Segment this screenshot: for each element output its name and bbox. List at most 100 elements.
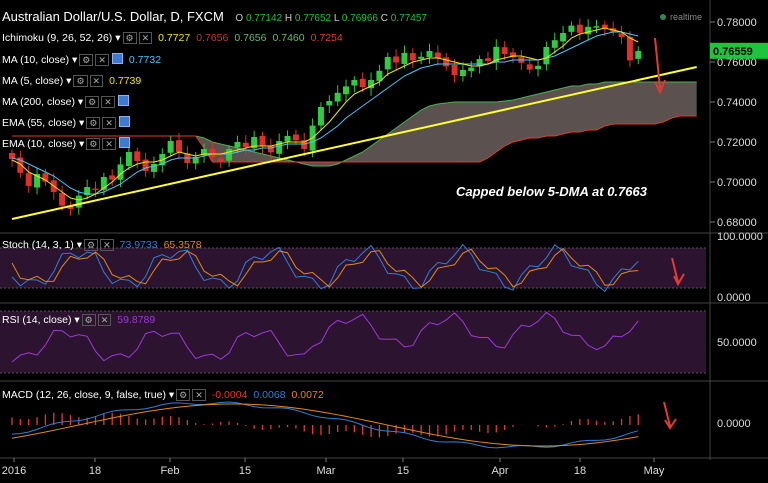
support-trendline (11, 66, 697, 220)
candle-body (343, 86, 349, 95)
indicator-name: MA (10, close) ▾ (2, 54, 78, 66)
candle-body (209, 148, 216, 157)
x-tick-label: Mar (317, 465, 336, 477)
indicator-legend[interactable]: MA (10, close) ▾ ⚙ ✕ 0.7732 (2, 53, 161, 67)
candle-body (59, 193, 66, 206)
candle-body (576, 24, 583, 33)
settings-icon[interactable]: ⚙ (176, 389, 191, 401)
close-icon[interactable]: ✕ (101, 96, 115, 108)
candle-body (326, 101, 333, 106)
close-icon[interactable]: ✕ (138, 32, 153, 44)
settings-icon[interactable]: ⚙ (79, 54, 94, 66)
indicator-legend[interactable]: EMA (55, close) ▾ ⚙ ✕ (2, 116, 130, 130)
candle-body (501, 47, 508, 54)
indicator-legend[interactable]: Stoch (14, 3, 1) ▾ ⚙ ✕ 73.9733 65.3578 (2, 238, 202, 252)
settings-icon[interactable]: ⚙ (83, 239, 99, 251)
candle-body (459, 70, 466, 77)
settings-icon[interactable]: ⚙ (85, 96, 100, 108)
close-icon[interactable]: ✕ (95, 54, 109, 66)
style-swatch-icon[interactable] (118, 116, 130, 127)
ma5-line (11, 27, 639, 201)
y-tick-label: 0.74000 (717, 97, 757, 109)
candle-body (351, 80, 358, 86)
candle-body (9, 153, 15, 159)
close-icon[interactable]: ✕ (100, 239, 114, 251)
stoch-k-line (11, 243, 639, 293)
close-icon[interactable]: ✕ (89, 75, 104, 87)
candle-body (301, 140, 308, 149)
y-tick-label: 0.72000 (717, 137, 757, 149)
candle-body (368, 80, 375, 89)
close-icon[interactable]: ✕ (97, 314, 112, 326)
candle-body (401, 53, 408, 64)
candle-body (526, 64, 533, 70)
indicator-value: 73.9733 (119, 239, 158, 251)
stoch-down-arrow-icon (671, 257, 685, 287)
candle-body (84, 187, 91, 195)
indicator-value: 0.0072 (291, 389, 324, 401)
style-swatch-icon[interactable] (118, 137, 130, 148)
indicator-value: 0.7656 (196, 32, 229, 44)
settings-icon[interactable]: ⚙ (73, 75, 88, 87)
x-tick-label: 2016 (2, 465, 26, 477)
candle-body (443, 57, 450, 67)
settings-icon[interactable]: ⚙ (86, 138, 101, 150)
indicator-name: RSI (14, close) ▾ (2, 314, 80, 326)
candle-body (551, 40, 558, 48)
candle-body (476, 59, 483, 67)
status-dot-icon (660, 14, 666, 20)
y-tick-label: 0.70000 (717, 177, 757, 189)
candle-body (618, 33, 625, 37)
candle-body (468, 67, 475, 72)
candle-body (125, 152, 132, 166)
stoch-d-line (11, 247, 639, 288)
candle-body (626, 36, 633, 61)
candle-body (217, 158, 224, 161)
indicator-legend[interactable]: EMA (10, close) ▾ ⚙ ✕ (2, 137, 130, 151)
candle-body (92, 188, 99, 191)
indicator-legend[interactable]: RSI (14, close) ▾ ⚙ ✕ 59.8789 (2, 313, 155, 327)
candle-body (42, 173, 49, 182)
indicator-legend[interactable]: MA (200, close) ▾ ⚙ ✕ (2, 95, 129, 109)
candle-body (117, 164, 124, 180)
indicator-name: MACD (12, 26, close, 9, false, true) ▾ (2, 389, 175, 401)
indicator-name: EMA (10, close) ▾ (2, 138, 85, 150)
candle-body (426, 51, 433, 58)
candle-body (251, 137, 258, 149)
realtime-indicator: realtime (660, 12, 702, 22)
candle-body (167, 141, 174, 153)
annotation-text: Capped below 5-DMA at 0.7663 (456, 184, 648, 199)
candle-body (67, 206, 74, 209)
candle-body (635, 51, 642, 59)
style-swatch-icon[interactable] (111, 53, 123, 64)
candle-body (276, 141, 283, 154)
candle-body (34, 174, 41, 188)
candle-body (192, 157, 199, 164)
settings-icon[interactable]: ⚙ (122, 32, 137, 44)
indicator-legend[interactable]: MACD (12, 26, close, 9, false, true) ▾ ⚙ ✕… (2, 388, 324, 402)
indicator-name: MA (5, close) ▾ (2, 75, 72, 87)
settings-icon[interactable]: ⚙ (81, 314, 96, 326)
indicator-legend[interactable]: Ichimoku (9, 26, 52, 26) ▾ ⚙ ✕ 0.7727 0.7656… (2, 31, 343, 45)
indicator-name: Ichimoku (9, 26, 52, 26) ▾ (2, 32, 121, 44)
indicator-legend[interactable]: MA (5, close) ▾ ⚙ ✕ 0.7739 (2, 74, 141, 88)
sub-tick-label: 50.0000 (717, 337, 757, 349)
close-icon[interactable]: ✕ (192, 389, 206, 401)
close-icon[interactable]: ✕ (102, 117, 116, 129)
stoch-band (0, 248, 706, 288)
settings-icon[interactable]: ⚙ (86, 117, 101, 129)
indicator-value: 0.7656 (234, 32, 267, 44)
ohlc-readout: O 0.77142 H 0.77652 L 0.76966 C 0.77457 (235, 13, 427, 24)
candle-body (75, 195, 82, 208)
candle-body (226, 149, 233, 161)
candle-body (259, 135, 266, 147)
rsi-band (0, 311, 706, 373)
price-tag (710, 42, 768, 59)
close-icon[interactable]: ✕ (102, 138, 116, 150)
candle-body (568, 25, 575, 32)
indicator-value: 65.3578 (163, 239, 202, 251)
x-tick-label: 15 (239, 465, 251, 477)
candle-body (317, 107, 324, 126)
indicator-name: EMA (55, close) ▾ (2, 117, 85, 129)
style-swatch-icon[interactable] (117, 95, 129, 106)
